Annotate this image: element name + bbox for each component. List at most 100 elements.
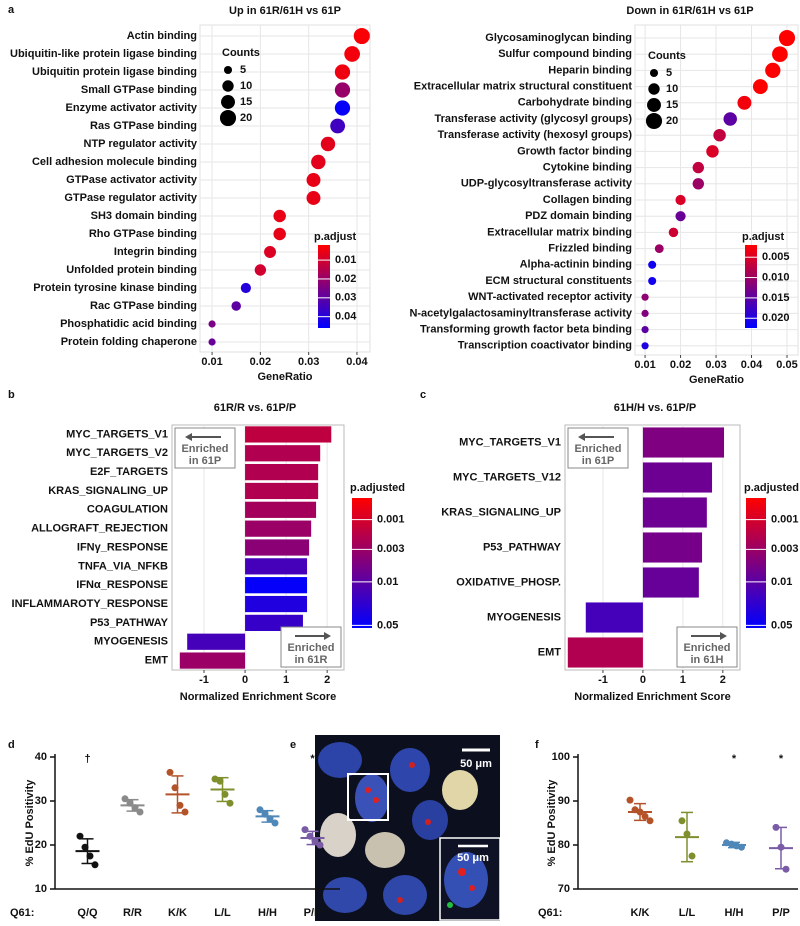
colorbar-tick-label: 0.02 bbox=[335, 273, 356, 285]
dot bbox=[737, 95, 752, 110]
category-label: ALLOGRAFT_REJECTION bbox=[31, 523, 168, 535]
dot bbox=[306, 173, 321, 187]
annotation-text: in 61R bbox=[294, 654, 327, 666]
x-tick-label: 0 bbox=[242, 674, 248, 686]
colorbar bbox=[745, 245, 757, 328]
panel-label: c bbox=[420, 389, 426, 401]
nucleus bbox=[390, 748, 430, 792]
category-label: OXIDATIVE_PHOSP. bbox=[456, 576, 561, 588]
x-tick-label: 2 bbox=[324, 674, 330, 686]
colorbar bbox=[746, 498, 766, 628]
colorbar-tick-label: 0.01 bbox=[377, 576, 398, 588]
category-label: Protein tyrosine kinase binding bbox=[33, 282, 197, 294]
data-point bbox=[641, 812, 649, 820]
category-label: Integrin binding bbox=[114, 246, 197, 258]
dot bbox=[231, 301, 241, 311]
colorbar-title: p.adjusted bbox=[744, 482, 799, 494]
spot bbox=[425, 819, 431, 825]
scale-label: 50 μm bbox=[457, 852, 489, 864]
category-label: Unfolded protein binding bbox=[66, 264, 197, 276]
x-tick-label: L/L bbox=[679, 907, 696, 919]
dot bbox=[311, 154, 326, 170]
x-tick-label: 0.04 bbox=[741, 359, 763, 371]
colorbar-tick-label: 0.04 bbox=[335, 311, 357, 323]
category-label: MYC_TARGETS_V1 bbox=[459, 436, 561, 448]
bar bbox=[245, 482, 319, 500]
dot bbox=[334, 64, 351, 80]
bar bbox=[245, 501, 317, 518]
size-legend-label: 10 bbox=[666, 83, 678, 95]
dot bbox=[320, 136, 336, 152]
dot bbox=[273, 209, 286, 223]
x-tick-label: L/L bbox=[214, 907, 231, 919]
dot bbox=[306, 191, 321, 205]
arrow-head bbox=[720, 632, 727, 640]
spot bbox=[458, 868, 466, 876]
data-point bbox=[256, 806, 264, 814]
annotation-text: Enriched bbox=[287, 642, 334, 654]
category-label: Collagen binding bbox=[543, 194, 632, 206]
bar bbox=[567, 637, 643, 668]
bar bbox=[245, 577, 308, 594]
category-label: Cytokine binding bbox=[543, 162, 632, 174]
chart-title: Down in 61R/61H vs 61P bbox=[626, 5, 753, 17]
annotation-box bbox=[567, 427, 629, 469]
x-tick-label: H/H bbox=[258, 907, 277, 919]
nucleus bbox=[318, 742, 362, 778]
category-label: IFNα_RESPONSE bbox=[76, 579, 168, 591]
panel-label: d bbox=[8, 739, 15, 751]
category-label: Transferase activity (hexosyl groups) bbox=[438, 129, 633, 141]
x-axis-label: GeneRatio bbox=[689, 374, 744, 386]
size-legend-label: 20 bbox=[666, 115, 678, 127]
x-tick-label: R/R bbox=[123, 907, 142, 919]
dot bbox=[778, 29, 796, 47]
dot bbox=[765, 62, 781, 79]
data-point bbox=[626, 796, 634, 804]
category-label: Rac GTPase binding bbox=[90, 300, 197, 312]
dot bbox=[641, 342, 649, 350]
category-label: Actin binding bbox=[127, 30, 197, 42]
category-label: MYOGENESIS bbox=[487, 611, 561, 623]
spot bbox=[373, 797, 379, 803]
category-label: Carbohydrate binding bbox=[518, 97, 632, 109]
category-label: Sulfur compound binding bbox=[498, 48, 632, 60]
category-label: TNFA_VIA_NFKB bbox=[78, 560, 168, 572]
colorbar bbox=[352, 498, 372, 628]
panel-label: e bbox=[290, 739, 296, 751]
category-prefix: Q61: bbox=[10, 907, 34, 919]
bar bbox=[245, 595, 308, 613]
bar bbox=[179, 652, 246, 669]
category-label: Extracellular matrix binding bbox=[487, 226, 632, 238]
nucleus bbox=[444, 852, 488, 908]
x-tick-label: 0.03 bbox=[298, 356, 319, 368]
dot bbox=[641, 309, 649, 317]
category-label: P53_PATHWAY bbox=[90, 617, 169, 629]
x-tick-label: 0.01 bbox=[634, 359, 655, 371]
data-point bbox=[91, 861, 99, 869]
colorbar-tick-label: 0.003 bbox=[771, 543, 799, 555]
category-label: GTPase activator activity bbox=[66, 174, 198, 186]
category-label: ECM structural constituents bbox=[485, 275, 632, 287]
dot bbox=[692, 161, 704, 174]
colorbar-tick-label: 0.020 bbox=[762, 312, 790, 324]
y-tick-label: 100 bbox=[552, 751, 570, 763]
dot bbox=[648, 276, 657, 286]
dot bbox=[648, 260, 657, 269]
zoom-box bbox=[347, 773, 389, 821]
dot bbox=[641, 293, 649, 301]
category-label: E2F_TARGETS bbox=[90, 466, 168, 478]
x-tick-label: 0.02 bbox=[670, 359, 691, 371]
category-label: NTP regulator activity bbox=[84, 138, 198, 150]
bar bbox=[245, 539, 310, 556]
y-axis-label: % EdU Positivity bbox=[24, 779, 36, 867]
chart-title: 61R/R vs. 61P/P bbox=[214, 402, 297, 414]
category-label: COAGULATION bbox=[87, 504, 168, 516]
data-point bbox=[646, 817, 654, 825]
size-legend-label: 5 bbox=[240, 64, 246, 76]
dot bbox=[692, 178, 704, 190]
dot bbox=[675, 194, 686, 206]
x-tick-label: 0.04 bbox=[346, 356, 368, 368]
category-label: Protein folding chaperone bbox=[61, 336, 197, 348]
bar bbox=[245, 464, 319, 481]
category-label: Alpha-actinin binding bbox=[520, 259, 632, 271]
